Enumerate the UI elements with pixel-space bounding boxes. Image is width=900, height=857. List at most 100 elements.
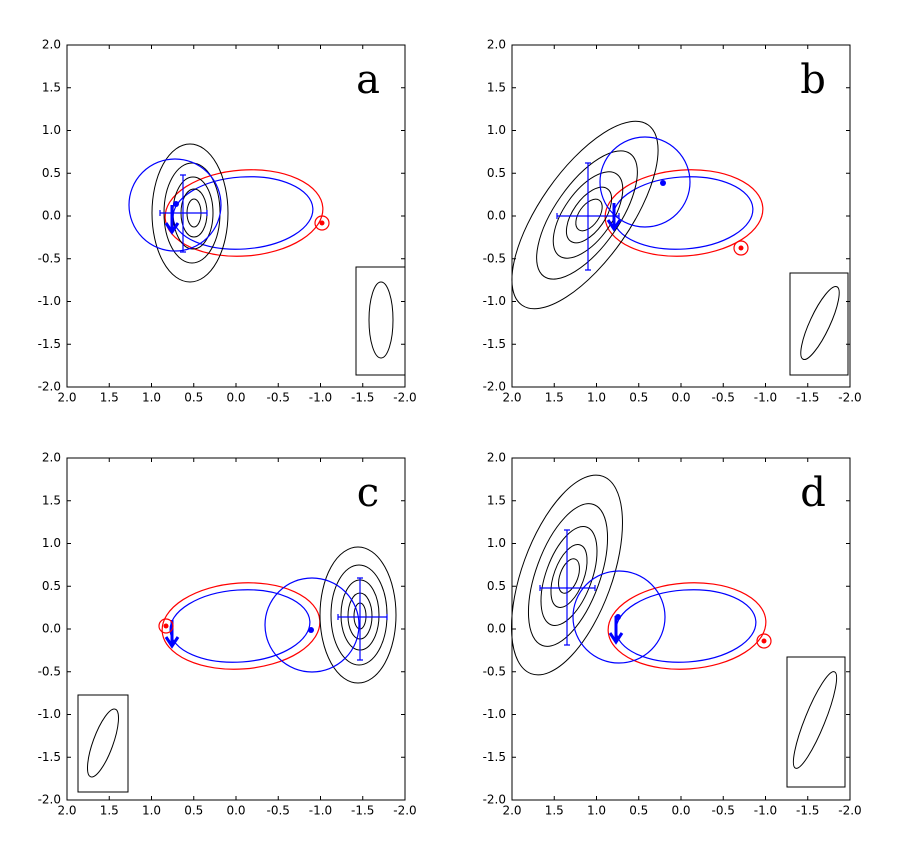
x-tick-label: 2.0 [502,391,521,405]
y-tick-label: -1.0 [38,707,61,721]
y-tick-label: -2.0 [483,793,506,807]
plot-frame [66,44,406,388]
blue-circle [128,158,222,252]
x-tick-label: -2.0 [838,804,861,818]
y-tick-label: 1.0 [487,123,506,137]
y-tick-label: 0.5 [487,166,506,180]
blue-circle [572,570,666,664]
x-tick-label: -0.5 [712,804,735,818]
panel-label: d [800,470,826,516]
inset-ellipse [87,708,119,778]
x-tick-label: -1.0 [309,391,332,405]
error-bar [159,174,208,253]
x-tick-label: 0.0 [671,804,690,818]
panel-label: a [356,57,380,103]
y-tick-label: -1.5 [38,337,61,351]
contours [511,474,623,676]
y-tick-label: 1.5 [42,80,61,94]
inset [77,694,129,793]
arrow [164,620,180,649]
x-tick-label: 1.5 [100,804,119,818]
x-tick-label: 0.0 [226,804,245,818]
y-tick-label: 2.0 [42,38,61,52]
blue-dot [660,180,666,186]
x-tick-label: 2.0 [57,804,76,818]
x-tick-label: -1.5 [351,391,374,405]
y-tick-label: 0.0 [487,209,506,223]
panel-label: b [800,57,826,103]
error-bar [539,529,596,646]
arrow [164,205,180,235]
y-tick-label: -1.5 [483,750,506,764]
y-tick-label: -2.0 [483,380,506,394]
inset [789,272,849,376]
inset [786,656,846,788]
orbit [158,576,324,676]
blue-dot [308,627,314,633]
x-tick-label: -0.5 [267,804,290,818]
contours [511,120,659,310]
y-tick-label: -0.5 [483,251,506,265]
red-marker [733,240,749,256]
panel: 2.0 1.5 1.0 0.5 0.0 -0.5 -1.0 -1.5 -2.0 -2.0 -1.5 -… [483,38,862,405]
x-tick-label: 1.5 [545,804,564,818]
x-tick-label: 1.0 [142,391,161,405]
x-tick-label: 1.0 [142,804,161,818]
y-tick-label: 0.0 [42,622,61,636]
blue-dot [173,201,179,207]
y-tick-label: 1.5 [487,493,506,507]
y-tick-label: -0.5 [483,664,506,678]
x-tick-label: -2.0 [393,391,416,405]
x-tick-label: -2.0 [838,391,861,405]
x-tick-label: 0.5 [629,804,648,818]
y-tick-label: 1.0 [487,536,506,550]
x-tick-label: -0.5 [712,391,735,405]
x-tick-label: 1.5 [100,391,119,405]
panel: 2.0 1.5 1.0 0.5 0.0 -0.5 -1.0 -1.5 -2.0 -2.0 -1.5 -… [38,451,417,818]
x-tick-label: -1.5 [796,804,819,818]
y-tick-label: -2.0 [38,793,61,807]
y-tick-label: 1.5 [42,493,61,507]
inset-ellipse [800,286,840,360]
x-tick-label: 0.5 [184,804,203,818]
y-tick-label: -2.0 [38,380,61,394]
x-tick-label: 0.0 [671,391,690,405]
red-dot [738,245,744,251]
blue-circle [599,136,691,228]
blue-circle [264,577,360,673]
y-tick-label: 0.5 [42,166,61,180]
y-tick-label: 2.0 [487,38,506,52]
arrow [608,616,624,645]
y-tick-label: 0.0 [42,209,61,223]
y-tick-label: 0.5 [487,579,506,593]
y-tick-label: -0.5 [38,664,61,678]
panel: 2.0 1.5 1.0 0.5 0.0 -0.5 -1.0 -1.5 -2.0 -2.0 -1.5 -… [38,38,417,405]
red-marker [756,633,772,649]
x-tick-label: 1.0 [587,391,606,405]
error-bar [337,577,388,661]
y-tick-label: 1.0 [42,536,61,550]
x-tick-label: 0.5 [629,391,648,405]
inset-ellipse [368,281,394,359]
y-tick-label: 2.0 [487,451,506,465]
x-tick-label: -1.5 [796,391,819,405]
red-marker [314,215,330,231]
x-tick-label: 2.0 [502,804,521,818]
x-tick-label: 1.5 [545,391,564,405]
x-tick-label: 2.0 [57,391,76,405]
orbit [604,576,770,676]
inset [355,266,406,376]
y-tick-label: -1.0 [483,707,506,721]
y-tick-label: -1.5 [483,337,506,351]
x-tick-label: 0.5 [184,391,203,405]
x-tick-label: 1.0 [587,804,606,818]
x-tick-label: -2.0 [393,804,416,818]
y-tick-label: 0.5 [42,579,61,593]
y-tick-label: 0.0 [487,622,506,636]
y-tick-label: 1.5 [487,80,506,94]
y-tick-label: -0.5 [38,251,61,265]
x-tick-label: -1.0 [754,804,777,818]
panel: 2.0 1.5 1.0 0.5 0.0 -0.5 -1.0 -1.5 -2.0 -2.0 -1.5 -… [483,451,862,818]
y-tick-label: -1.0 [38,294,61,308]
